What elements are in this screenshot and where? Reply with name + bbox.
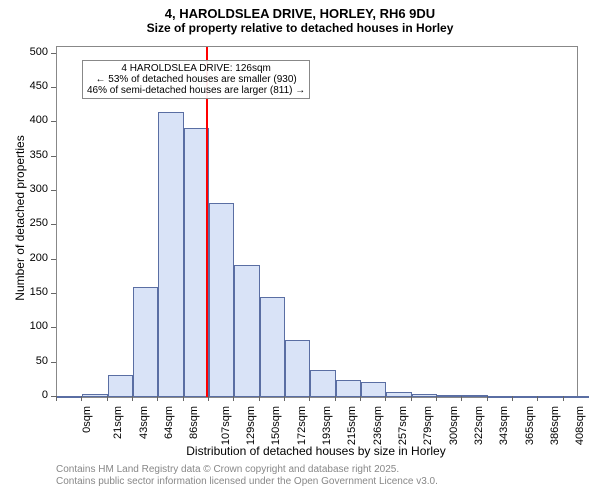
y-tick-mark bbox=[51, 53, 56, 54]
y-tick-label: 100 bbox=[30, 320, 48, 332]
x-tick-mark bbox=[233, 396, 234, 401]
y-tick-mark bbox=[51, 259, 56, 260]
y-tick-label: 50 bbox=[36, 355, 48, 367]
y-axis-label: Number of detached properties bbox=[13, 118, 27, 318]
callout-box: 4 HAROLDSLEA DRIVE: 126sqm ← 53% of deta… bbox=[82, 60, 310, 99]
x-tick-mark bbox=[512, 396, 513, 401]
histogram-bar bbox=[437, 395, 462, 397]
histogram-bar bbox=[386, 392, 411, 397]
x-tick-label: 129sqm bbox=[245, 406, 257, 445]
x-tick-label: 64sqm bbox=[163, 406, 175, 439]
x-tick-label: 236sqm bbox=[372, 406, 384, 445]
x-tick-mark bbox=[385, 396, 386, 401]
histogram-bar bbox=[488, 396, 513, 398]
x-axis-label: Distribution of detached houses by size … bbox=[56, 444, 576, 458]
histogram-bar bbox=[412, 394, 437, 397]
histogram-bar bbox=[234, 265, 259, 397]
histogram-bar bbox=[158, 112, 183, 397]
x-tick-mark bbox=[81, 396, 82, 401]
y-tick-mark bbox=[51, 362, 56, 363]
x-tick-mark bbox=[335, 396, 336, 401]
x-tick-label: 386sqm bbox=[549, 406, 561, 445]
x-tick-mark bbox=[309, 396, 310, 401]
histogram-bar bbox=[513, 396, 538, 398]
footer-line1: Contains HM Land Registry data © Crown c… bbox=[56, 464, 399, 475]
x-tick-mark bbox=[461, 396, 462, 401]
x-tick-mark bbox=[56, 396, 57, 401]
histogram-bar bbox=[57, 396, 82, 398]
marker-vline bbox=[206, 47, 208, 397]
x-tick-label: 365sqm bbox=[524, 406, 536, 445]
y-tick-mark bbox=[51, 121, 56, 122]
x-tick-mark bbox=[436, 396, 437, 401]
y-tick-mark bbox=[51, 156, 56, 157]
x-tick-mark bbox=[183, 396, 184, 401]
x-tick-mark bbox=[208, 396, 209, 401]
chart-title-line2: Size of property relative to detached ho… bbox=[0, 21, 600, 35]
histogram-bar bbox=[310, 370, 335, 397]
x-tick-label: 107sqm bbox=[220, 406, 232, 445]
x-tick-mark bbox=[132, 396, 133, 401]
histogram-bar bbox=[209, 203, 234, 397]
x-tick-mark bbox=[284, 396, 285, 401]
callout-line3: 46% of semi-detached houses are larger (… bbox=[87, 85, 305, 96]
x-tick-label: 150sqm bbox=[270, 406, 282, 445]
x-tick-label: 0sqm bbox=[81, 406, 93, 433]
y-tick-label: 300 bbox=[30, 183, 48, 195]
y-tick-label: 250 bbox=[30, 217, 48, 229]
y-tick-label: 500 bbox=[30, 46, 48, 58]
x-tick-label: 322sqm bbox=[473, 406, 485, 445]
x-tick-mark bbox=[487, 396, 488, 401]
x-tick-label: 86sqm bbox=[188, 406, 200, 439]
x-tick-label: 279sqm bbox=[422, 406, 434, 445]
x-tick-mark bbox=[157, 396, 158, 401]
chart-title-line1: 4, HAROLDSLEA DRIVE, HORLEY, RH6 9DU bbox=[0, 0, 600, 21]
y-tick-label: 400 bbox=[30, 114, 48, 126]
histogram-bar bbox=[336, 380, 361, 397]
x-tick-label: 193sqm bbox=[321, 406, 333, 445]
y-tick-label: 450 bbox=[30, 80, 48, 92]
callout-line1: 4 HAROLDSLEA DRIVE: 126sqm bbox=[87, 63, 305, 74]
histogram-bar bbox=[260, 297, 285, 397]
x-tick-mark bbox=[107, 396, 108, 401]
x-tick-mark bbox=[259, 396, 260, 401]
histogram-bar bbox=[361, 382, 386, 397]
histogram-bar bbox=[133, 287, 158, 397]
x-tick-label: 215sqm bbox=[346, 406, 358, 445]
chart-container: 4, HAROLDSLEA DRIVE, HORLEY, RH6 9DU Siz… bbox=[0, 0, 600, 500]
y-tick-label: 150 bbox=[30, 286, 48, 298]
x-tick-label: 21sqm bbox=[112, 406, 124, 439]
x-tick-label: 43sqm bbox=[138, 406, 150, 439]
x-tick-label: 172sqm bbox=[296, 406, 308, 445]
y-tick-mark bbox=[51, 224, 56, 225]
x-tick-mark bbox=[411, 396, 412, 401]
x-tick-label: 300sqm bbox=[448, 406, 460, 445]
x-tick-label: 343sqm bbox=[498, 406, 510, 445]
histogram-bar bbox=[82, 394, 107, 397]
y-tick-mark bbox=[51, 327, 56, 328]
y-tick-label: 0 bbox=[42, 389, 48, 401]
y-tick-mark bbox=[51, 190, 56, 191]
x-tick-label: 408sqm bbox=[574, 406, 586, 445]
histogram-bar bbox=[108, 375, 133, 397]
histogram-bar bbox=[285, 340, 310, 397]
y-tick-label: 200 bbox=[30, 252, 48, 264]
histogram-bar bbox=[564, 396, 589, 398]
y-tick-mark bbox=[51, 293, 56, 294]
y-tick-mark bbox=[51, 87, 56, 88]
x-tick-label: 257sqm bbox=[397, 406, 409, 445]
x-tick-mark bbox=[563, 396, 564, 401]
callout-line2: ← 53% of detached houses are smaller (93… bbox=[87, 74, 305, 85]
histogram-bar bbox=[462, 395, 487, 397]
x-tick-mark bbox=[360, 396, 361, 401]
histogram-bar bbox=[538, 396, 563, 398]
footer-line2: Contains public sector information licen… bbox=[56, 476, 438, 487]
x-tick-mark bbox=[537, 396, 538, 401]
y-tick-label: 350 bbox=[30, 149, 48, 161]
